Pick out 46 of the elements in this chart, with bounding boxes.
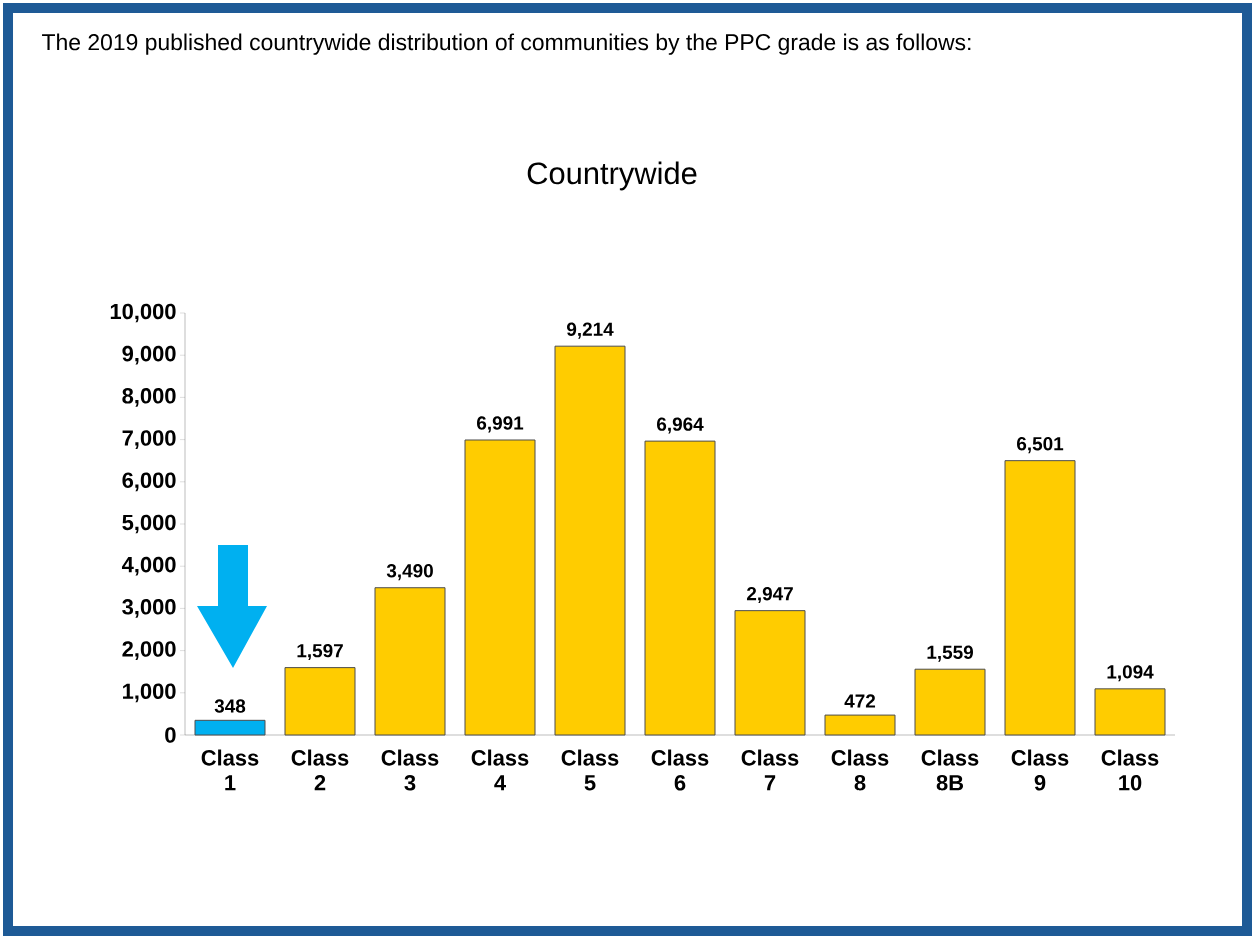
x-tick-label: Class 3 — [381, 749, 439, 791]
data-label: 2,947 — [746, 586, 793, 604]
y-tick-label: 7,000 — [122, 430, 176, 449]
bar — [644, 440, 716, 736]
y-tick-label: 9,000 — [122, 345, 176, 365]
data-label: 6,501 — [1017, 436, 1064, 454]
bar — [194, 719, 266, 736]
y-tick-label: 2,000 — [122, 641, 176, 660]
bar — [824, 714, 896, 736]
data-label: 1,597 — [297, 643, 343, 661]
y-tick-label: 5,000 — [122, 514, 176, 534]
text: The 2019 published countrywide distribution of communities by the PPC grade is as follows: — [42, 33, 971, 55]
x-tick-label: Class 7 — [741, 749, 799, 791]
x-tick-label: Class 4 — [471, 749, 529, 791]
x-tick-label: Class 1 — [201, 749, 259, 791]
bar — [734, 610, 806, 736]
bar — [914, 668, 986, 736]
x-tick-label: Class 6 — [651, 749, 709, 791]
bar — [374, 587, 446, 736]
y-tick-label: 3,000 — [122, 599, 176, 618]
x-tick-label: Class 8 — [831, 749, 889, 791]
x-tick-label: Class 5 — [561, 749, 619, 791]
data-label: 6,964 — [657, 417, 704, 434]
y-tick-label: 10,000 — [110, 303, 176, 323]
data-label: 348 — [214, 699, 246, 713]
y-tick-label: 1,000 — [123, 683, 176, 703]
chart-title: Countrywide — [527, 161, 697, 191]
y-tick-label: 4,000 — [121, 556, 176, 576]
bar — [464, 439, 536, 736]
bar — [554, 345, 626, 736]
bar — [284, 667, 356, 736]
data-label: 1,559 — [927, 645, 973, 662]
data-label: 9,214 — [566, 322, 614, 339]
x-tick-label: Class 8B — [921, 749, 979, 791]
y-tick-label: 8,000 — [122, 388, 176, 407]
data-label: 6,991 — [477, 416, 524, 433]
data-label: 1,094 — [1107, 665, 1154, 682]
data-label: 472 — [844, 694, 876, 708]
x-tick-label: Class 10 — [1101, 749, 1159, 791]
y-tick-label: 6,000 — [122, 472, 176, 492]
bar — [1004, 460, 1076, 736]
y-tick-label: 0 — [165, 727, 176, 743]
data-label: 3,490 — [386, 564, 433, 581]
x-tick-label: Class 9 — [1011, 749, 1069, 791]
x-tick-label: Class 2 — [291, 749, 349, 791]
bar — [1094, 688, 1166, 736]
